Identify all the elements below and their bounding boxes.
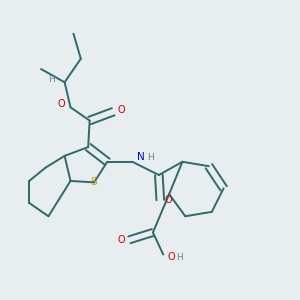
Text: O: O — [168, 253, 175, 262]
Text: H: H — [48, 75, 55, 84]
Text: N: N — [137, 152, 145, 162]
Text: O: O — [118, 105, 125, 115]
Text: H: H — [147, 153, 153, 162]
Text: O: O — [165, 195, 172, 205]
Text: H: H — [176, 253, 183, 262]
Text: O: O — [57, 99, 65, 110]
Text: O: O — [117, 235, 125, 245]
Text: S: S — [91, 177, 98, 188]
